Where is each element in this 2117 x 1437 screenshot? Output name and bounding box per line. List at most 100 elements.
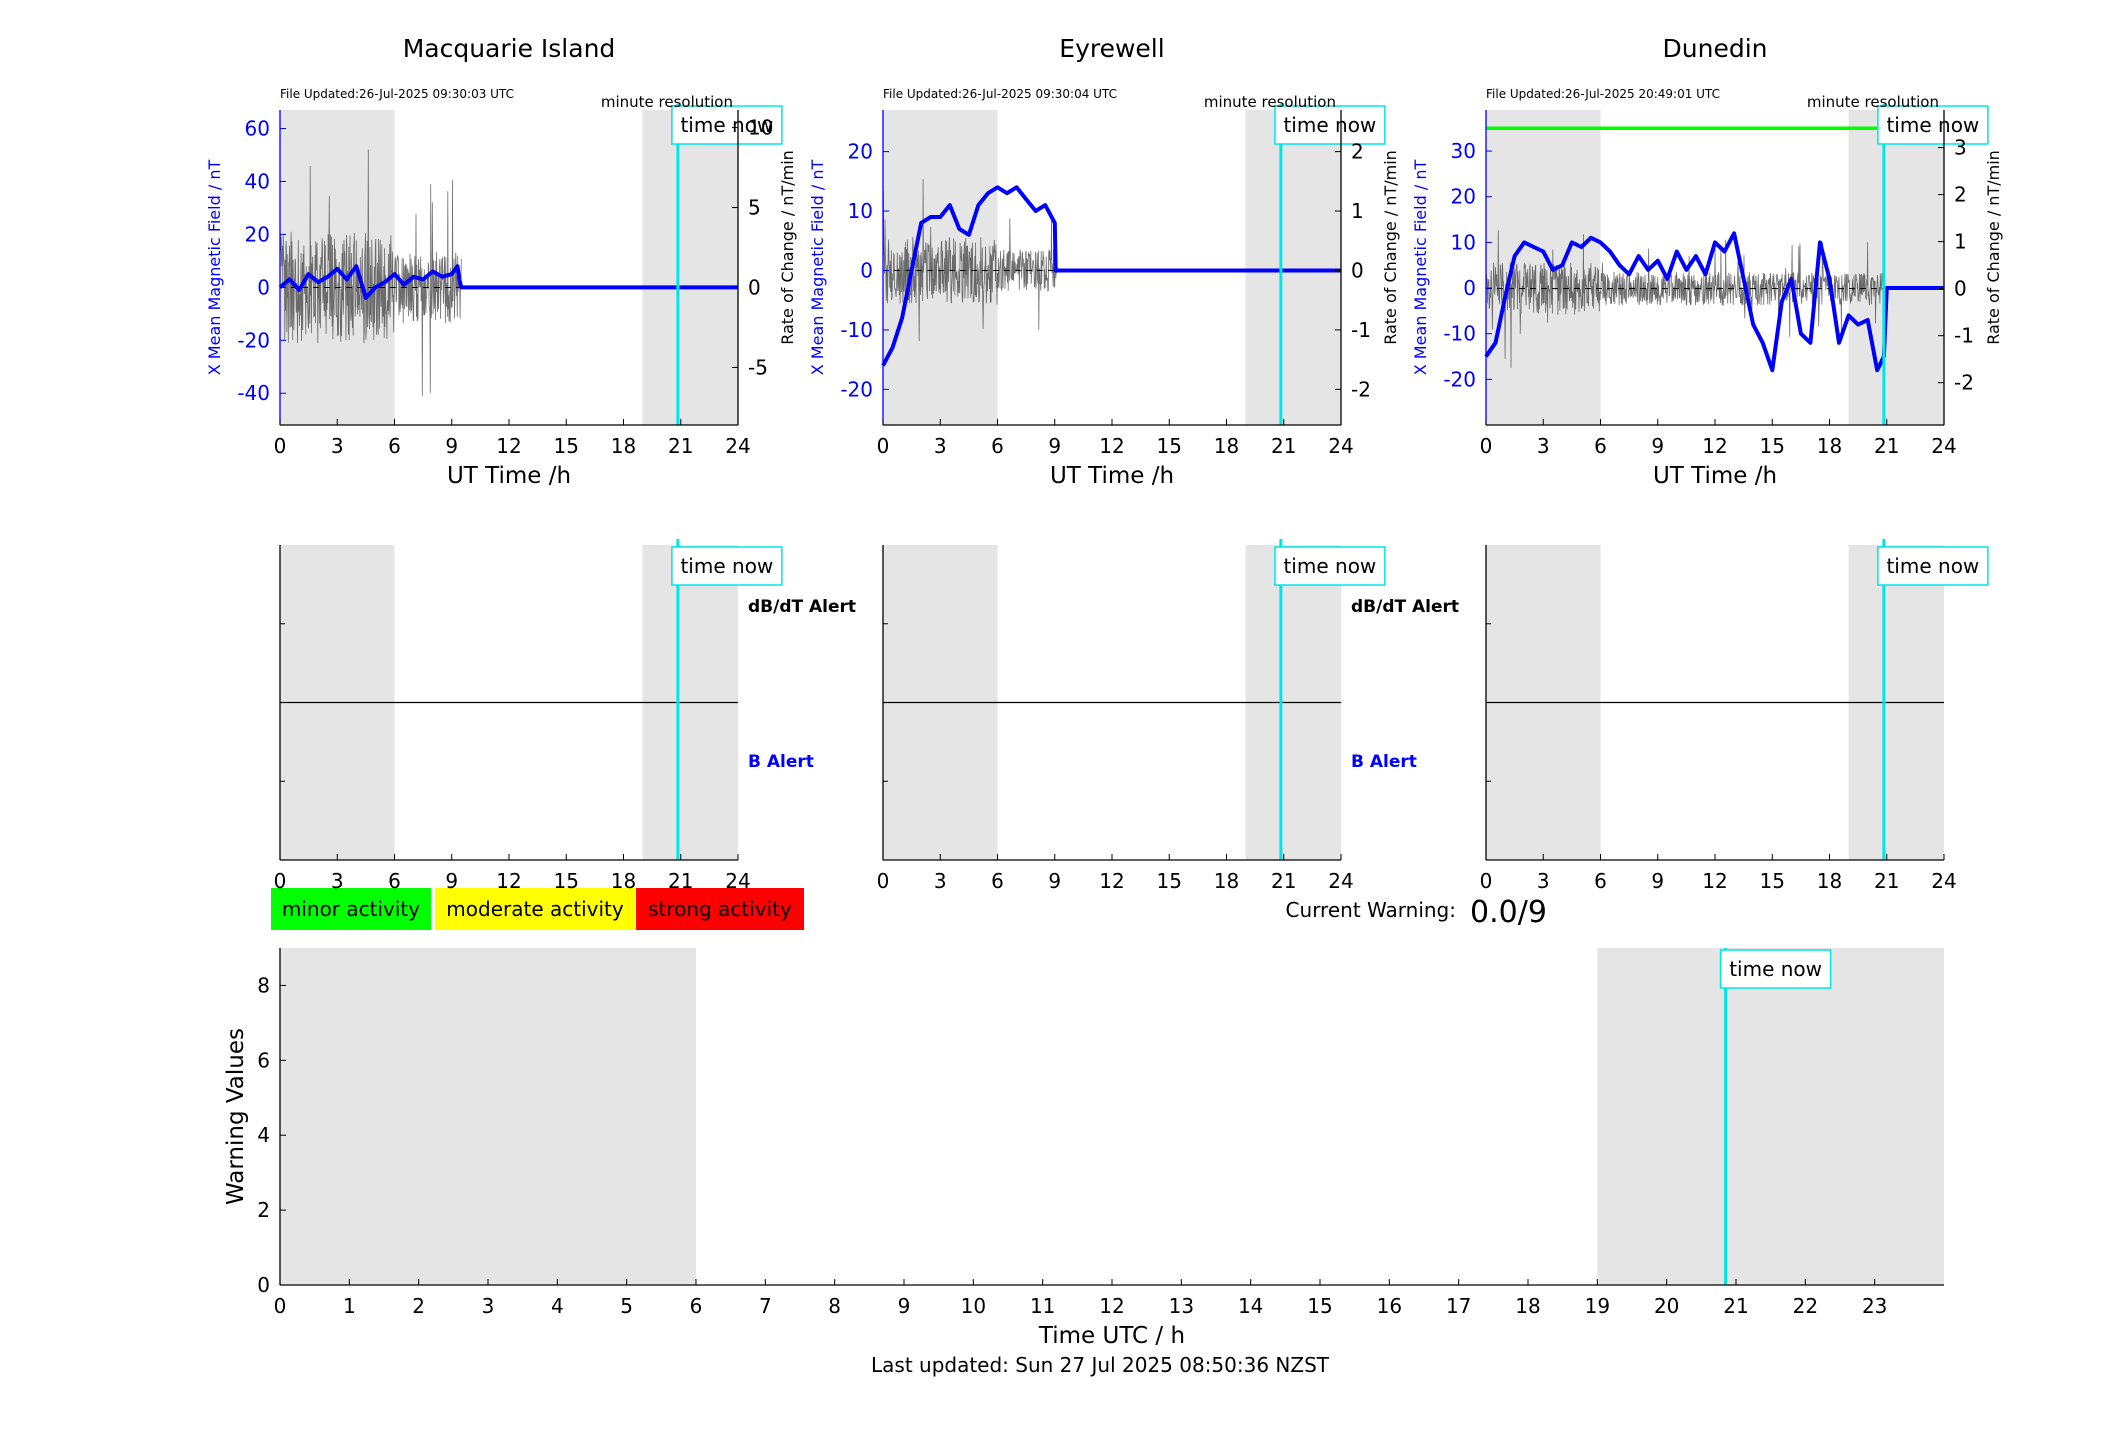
x-tick-label: 1: [343, 1294, 356, 1318]
rate-of-change-series: [279, 149, 462, 396]
y2-tick-label: 0: [1351, 258, 1364, 282]
y-tick-label: 10: [848, 199, 873, 223]
time-now-label: time now: [1283, 113, 1376, 137]
x-tick-label: 0: [274, 1294, 287, 1318]
x-tick-label: 20: [1654, 1294, 1679, 1318]
y-tick-label: 2: [257, 1198, 270, 1222]
y-tick-label: -40: [237, 381, 270, 405]
x-tick-label: 21: [1874, 434, 1899, 458]
x-tick-label: 23: [1862, 1294, 1887, 1318]
shaded-region: [1245, 110, 1341, 425]
rate-of-change-series: [882, 178, 1058, 342]
chart-title: Macquarie Island: [403, 34, 616, 63]
time-now-box: [1274, 105, 1386, 145]
y2-tick-label: -2: [1954, 371, 1974, 395]
x-tick-label: 12: [496, 434, 521, 458]
x-tick-label: 3: [1537, 434, 1550, 458]
x-tick-label: 0: [877, 434, 890, 458]
x-tick-label: 24: [725, 869, 750, 893]
file-updated-label: File Updated:26-Jul-2025 09:30:04 UTC: [883, 87, 1117, 101]
y-tick-label: 8: [257, 973, 270, 997]
x-tick-label: 6: [690, 1294, 703, 1318]
chart-title: Eyrewell: [1059, 34, 1164, 63]
x-tick-label: 15: [554, 434, 579, 458]
x-tick-label: 3: [1537, 869, 1550, 893]
x-tick-label: 6: [991, 869, 1004, 893]
footer-text: Last updated: Sun 27 Jul 2025 08:50:36 N…: [871, 1353, 1330, 1377]
file-updated-label: File Updated:26-Jul-2025 20:49:01 UTC: [1486, 87, 1720, 101]
y2-tick-label: 5: [748, 196, 761, 220]
x-axis-label: Time UTC / h: [1038, 1323, 1185, 1349]
y-tick-label: 0: [1463, 276, 1476, 300]
y-tick-label: 20: [245, 222, 270, 246]
time-now-box: [1877, 546, 1989, 586]
legend-swatch: [271, 888, 431, 930]
shaded-region: [1597, 948, 1944, 1285]
y2-tick-label: -1: [1954, 324, 1974, 348]
x-tick-label: 4: [551, 1294, 564, 1318]
x-tick-label: 6: [388, 869, 401, 893]
y-tick-label: 4: [257, 1123, 270, 1147]
legend-label: strong activity: [648, 897, 792, 921]
time-now-label: time now: [1283, 554, 1376, 578]
x-tick-label: 9: [1048, 434, 1061, 458]
y2-tick-label: 0: [1954, 277, 1967, 301]
x-tick-label: 3: [331, 869, 344, 893]
y-tick-label: 20: [848, 140, 873, 164]
x-tick-label: 18: [1817, 869, 1842, 893]
y2-tick-label: -2: [1351, 377, 1371, 401]
y2-axis-label: Rate of Change / nT/min: [1381, 150, 1400, 345]
y2-tick-label: 1: [1351, 199, 1364, 223]
x-tick-label: 3: [934, 869, 947, 893]
x-tick-label: 0: [1480, 434, 1493, 458]
y-tick-label: 20: [1451, 185, 1476, 209]
file-updated-label: File Updated:26-Jul-2025 09:30:03 UTC: [280, 87, 514, 101]
x-tick-label: 2: [412, 1294, 425, 1318]
x-tick-label: 24: [1931, 869, 1956, 893]
minute-resolution-label: minute resolution: [1204, 93, 1336, 111]
x-tick-label: 6: [388, 434, 401, 458]
y-tick-label: -20: [237, 328, 270, 352]
x-tick-label: 18: [611, 869, 636, 893]
legend-label: moderate activity: [446, 897, 624, 921]
legend-swatch: [636, 888, 804, 930]
x-tick-label: 24: [1328, 434, 1353, 458]
x-tick-label: 12: [1099, 1294, 1124, 1318]
x-tick-label: 12: [1099, 869, 1124, 893]
x-tick-label: 18: [1214, 869, 1239, 893]
y-tick-label: -10: [840, 318, 873, 342]
time-now-box: [1877, 105, 1989, 145]
x-tick-label: 0: [877, 869, 890, 893]
x-tick-label: 6: [991, 434, 1004, 458]
x-tick-label: 24: [1931, 434, 1956, 458]
shaded-region: [642, 110, 738, 425]
x-tick-label: 9: [445, 434, 458, 458]
time-now-label: time now: [1886, 113, 1979, 137]
time-now-box: [671, 105, 783, 145]
shaded-region: [280, 948, 696, 1285]
y2-tick-label: -5: [748, 355, 768, 379]
x-tick-label: 12: [1702, 869, 1727, 893]
x-tick-label: 3: [331, 434, 344, 458]
time-now-label: time now: [680, 113, 773, 137]
y-tick-label: 0: [257, 275, 270, 299]
x-axis-label: UT Time /h: [1050, 463, 1174, 489]
x-tick-label: 18: [611, 434, 636, 458]
x-tick-label: 0: [274, 869, 287, 893]
x-axis-label: UT Time /h: [447, 463, 571, 489]
time-now-label: time now: [1886, 554, 1979, 578]
x-tick-label: 6: [1594, 869, 1607, 893]
activity-legend: minor activity moderate activity strong ac…: [271, 888, 804, 930]
shaded-region: [1486, 110, 1601, 425]
x-tick-label: 21: [1723, 1294, 1748, 1318]
minute-resolution-label: minute resolution: [1807, 93, 1939, 111]
time-now-box: [1274, 546, 1386, 586]
x-tick-label: 22: [1793, 1294, 1818, 1318]
y2-axis-label: Rate of Change / nT/min: [778, 150, 797, 345]
y2-axis-label: Rate of Change / nT/min: [1984, 150, 2003, 345]
x-tick-label: 18: [1515, 1294, 1540, 1318]
x-tick-label: 24: [725, 434, 750, 458]
x-tick-label: 3: [482, 1294, 495, 1318]
x-tick-label: 15: [1157, 434, 1182, 458]
